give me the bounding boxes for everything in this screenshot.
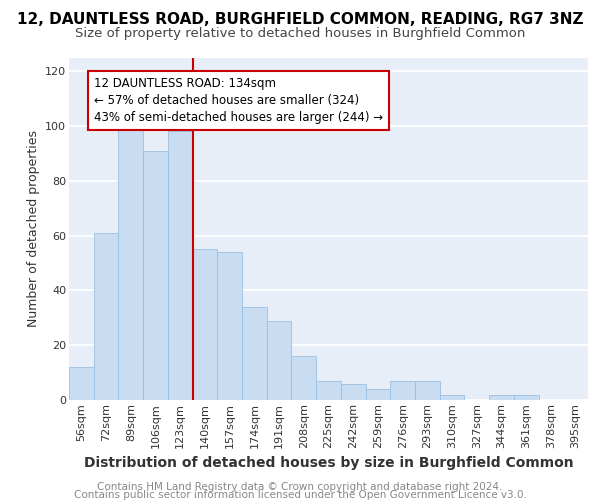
Bar bbox=[193, 250, 217, 400]
Text: Contains HM Land Registry data © Crown copyright and database right 2024.: Contains HM Land Registry data © Crown c… bbox=[97, 482, 503, 492]
Bar bbox=[514, 394, 539, 400]
Bar bbox=[489, 394, 514, 400]
Bar bbox=[341, 384, 365, 400]
X-axis label: Distribution of detached houses by size in Burghfield Common: Distribution of detached houses by size … bbox=[83, 456, 574, 470]
Text: Size of property relative to detached houses in Burghfield Common: Size of property relative to detached ho… bbox=[75, 28, 525, 40]
Bar bbox=[168, 132, 193, 400]
Bar bbox=[415, 381, 440, 400]
Text: 12 DAUNTLESS ROAD: 134sqm
← 57% of detached houses are smaller (324)
43% of semi: 12 DAUNTLESS ROAD: 134sqm ← 57% of detac… bbox=[94, 76, 383, 124]
Bar bbox=[440, 394, 464, 400]
Text: Contains public sector information licensed under the Open Government Licence v3: Contains public sector information licen… bbox=[74, 490, 526, 500]
Bar bbox=[267, 320, 292, 400]
Bar bbox=[217, 252, 242, 400]
Bar bbox=[316, 381, 341, 400]
Bar bbox=[390, 381, 415, 400]
Bar bbox=[365, 389, 390, 400]
Bar bbox=[118, 124, 143, 400]
Text: 12, DAUNTLESS ROAD, BURGHFIELD COMMON, READING, RG7 3NZ: 12, DAUNTLESS ROAD, BURGHFIELD COMMON, R… bbox=[17, 12, 583, 28]
Bar bbox=[94, 233, 118, 400]
Bar bbox=[143, 150, 168, 400]
Bar bbox=[69, 367, 94, 400]
Y-axis label: Number of detached properties: Number of detached properties bbox=[26, 130, 40, 327]
Bar bbox=[292, 356, 316, 400]
Bar bbox=[242, 307, 267, 400]
